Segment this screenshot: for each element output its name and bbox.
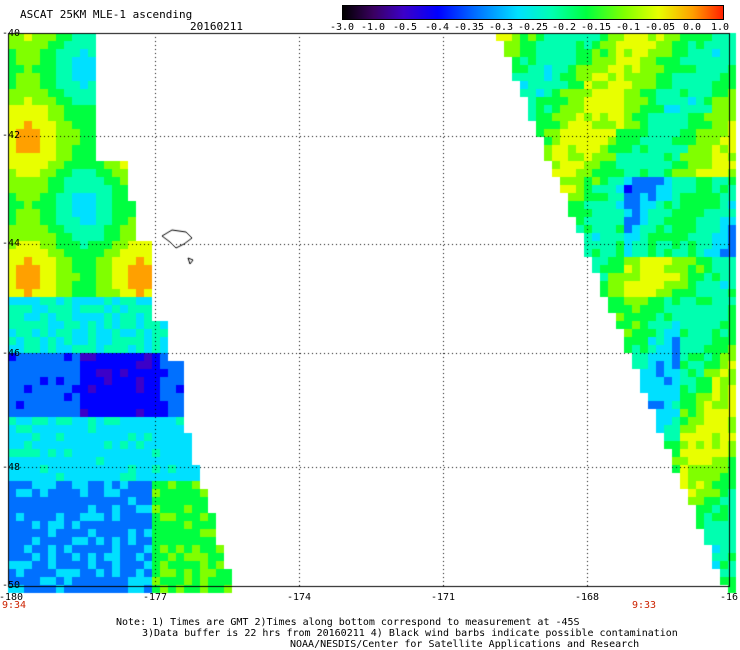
colorbar-tick: -3.0 — [329, 22, 355, 33]
lon-label: -171 — [430, 592, 456, 603]
lat-label: -40 — [2, 28, 21, 39]
lon-label: -180 — [0, 592, 24, 603]
lat-label: -48 — [2, 462, 21, 473]
lon-label: -177 — [142, 592, 168, 603]
colorbar-tick: 0.0 — [682, 22, 702, 33]
colorbar-tick: -0.5 — [392, 22, 418, 33]
pass-time-right: 9:33 — [632, 600, 657, 611]
lat-label: -42 — [2, 130, 21, 141]
colorbar-tick: -1.0 — [360, 22, 386, 33]
colorbar-tick: -0.2 — [551, 22, 577, 33]
colorbar-tick: -0.3 — [488, 22, 514, 33]
lon-label: -168 — [574, 592, 600, 603]
product-title: ASCAT 25KM MLE-1 ascending — [20, 8, 193, 21]
colorbar-tick: -0.05 — [644, 22, 676, 33]
lat-label: -50 — [2, 580, 21, 591]
lon-label: -16 — [719, 592, 739, 603]
colorbar-tick: -0.1 — [615, 22, 641, 33]
pass-time-left: 9:34 — [2, 600, 27, 611]
colorbar — [342, 5, 724, 20]
note-line-2: 3)Data buffer is 22 hrs from 20160211 4)… — [142, 628, 678, 639]
note-line-3: NOAA/NESDIS/Center for Satellite Applica… — [290, 639, 640, 650]
lat-label: -46 — [2, 348, 21, 359]
lat-label: -44 — [2, 238, 21, 249]
colorbar-tick: 1.0 — [710, 22, 730, 33]
product-date: 20160211 — [190, 20, 243, 33]
colorbar-tick: -0.25 — [517, 22, 549, 33]
colorbar-tick: -0.4 — [424, 22, 450, 33]
note-line-1: Note: 1) Times are GMT 2)Times along bot… — [116, 617, 580, 628]
lon-label: -174 — [286, 592, 312, 603]
colorbar-tick: -0.15 — [580, 22, 612, 33]
colorbar-tick: -0.35 — [453, 22, 485, 33]
